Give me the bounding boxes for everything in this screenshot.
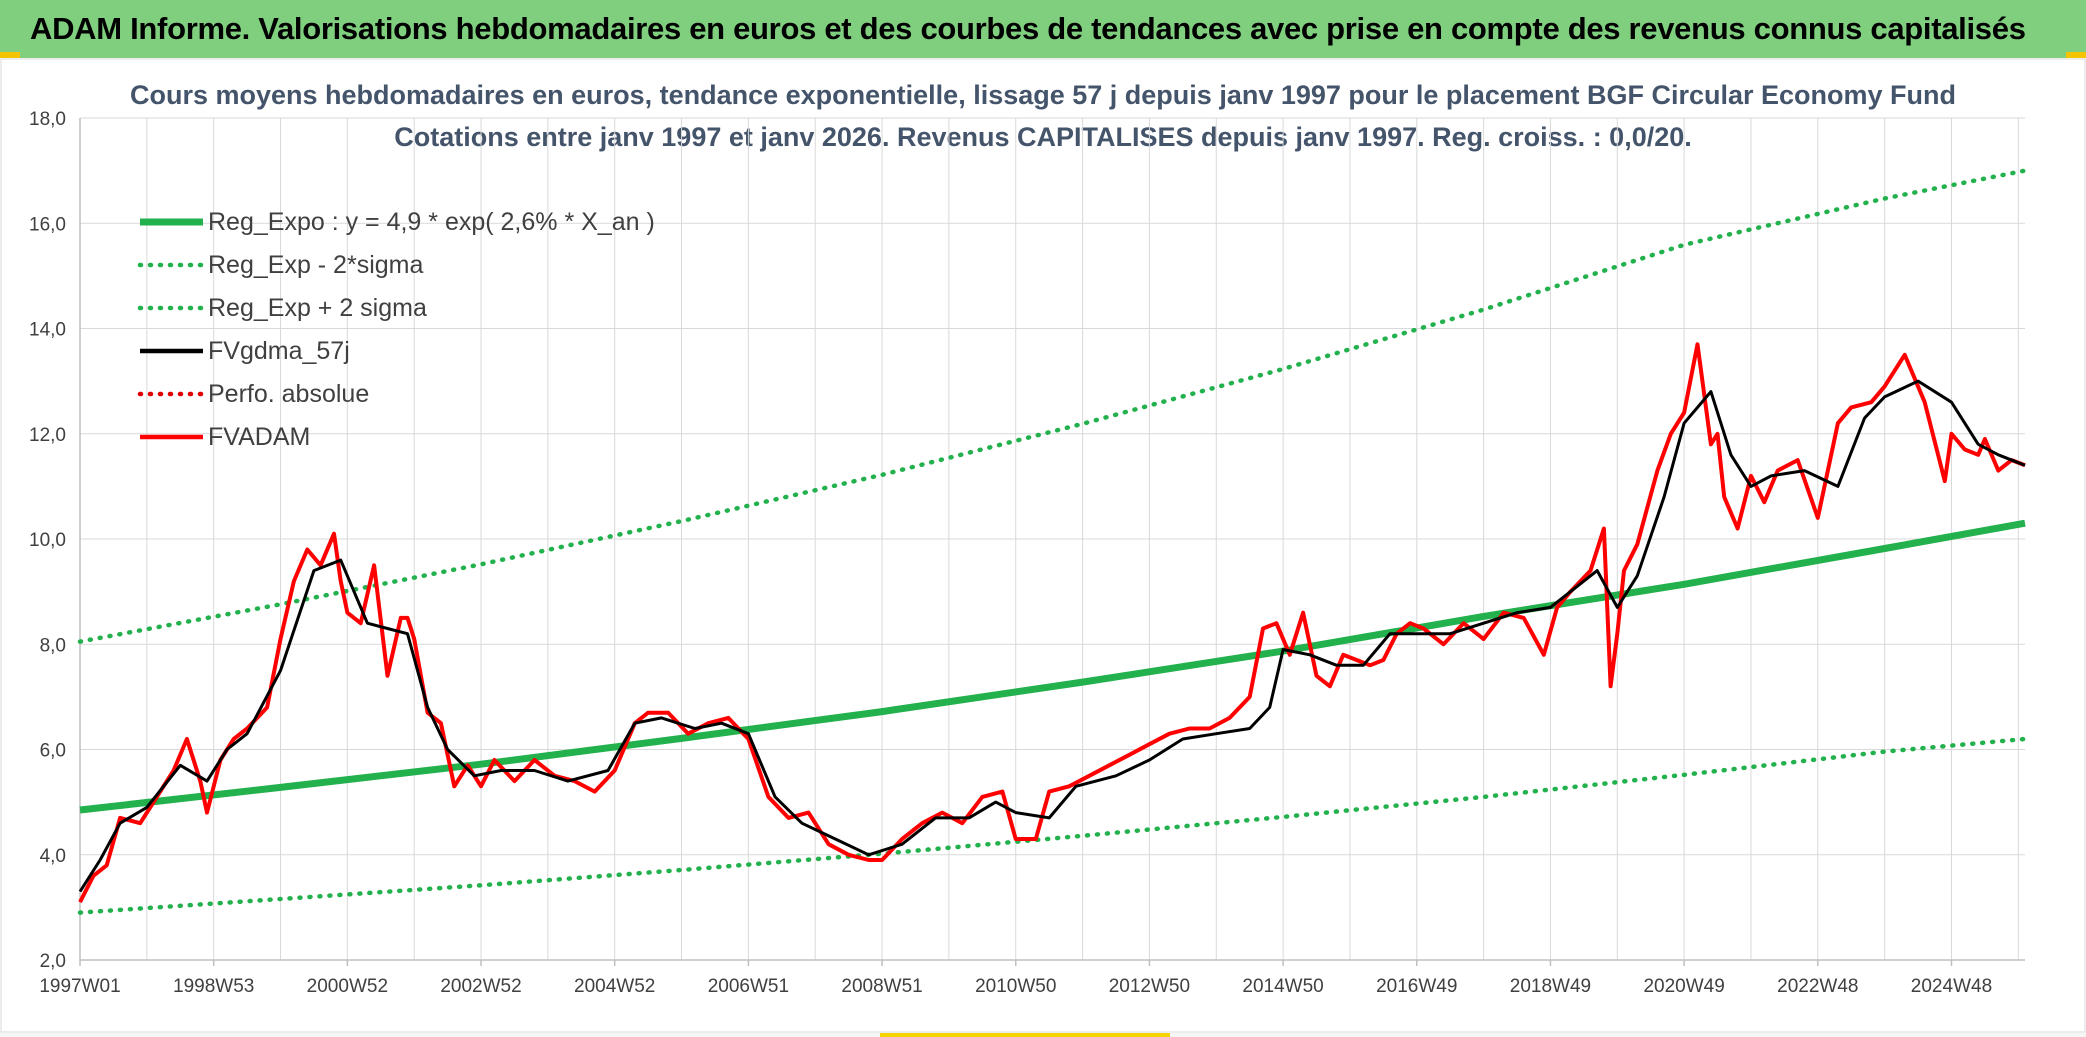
y-tick-label: 6,0 xyxy=(40,741,66,762)
x-tick-label: 2020W49 xyxy=(1643,976,1724,997)
chart-frame xyxy=(0,58,2086,1033)
x-tick-label: 2016W49 xyxy=(1376,976,1457,997)
legend-label: Reg_Exp + 2 sigma xyxy=(208,294,427,322)
chart-title: Cours moyens hebdomadaires en euros, ten… xyxy=(130,80,1956,110)
x-tick-label: 2012W50 xyxy=(1109,976,1190,997)
x-tick-label: 2014W50 xyxy=(1242,976,1323,997)
series-line-3 xyxy=(78,379,2026,893)
y-tick-label: 18,0 xyxy=(29,109,66,130)
y-tick-label: 4,0 xyxy=(40,846,66,867)
chart-axes: 2,0 4,0 6,0 8,0 10,0 12,0 14,0 16,0 18,0 1997W01 1… xyxy=(29,109,2025,997)
x-tick-label: 2002W52 xyxy=(440,976,521,997)
chart-grid xyxy=(79,117,2025,961)
report-title: ADAM Informe. Valorisations hebdomadaire… xyxy=(30,11,2026,46)
chart-area: Cours moyens hebdomadaires en euros, ten… xyxy=(0,58,2086,1033)
x-tick-label: 2024W48 xyxy=(1911,976,1992,997)
y-tick-label: 14,0 xyxy=(29,320,66,341)
report-banner: ADAM Informe. Valorisations hebdomadaire… xyxy=(0,0,2086,58)
x-tick-label: 2004W52 xyxy=(574,976,655,997)
series-line-0 xyxy=(79,519,2026,814)
banner-accent-right xyxy=(2066,52,2086,58)
x-tick-label: 2022W48 xyxy=(1777,976,1858,997)
x-tick-label: 1998W53 xyxy=(173,976,254,997)
x-tick-label: 2006W51 xyxy=(708,976,789,997)
x-tick-label: 2018W49 xyxy=(1510,976,1591,997)
chart-subtitle: Cotations entre janv 1997 et janv 2026. … xyxy=(394,122,1692,152)
legend-label: Reg_Expo : y = 4,9 * exp( 2,6% * X_an ) xyxy=(208,208,655,236)
legend-label: FVgdma_57j xyxy=(208,337,350,365)
chart-series xyxy=(77,168,2028,915)
bottom-accent xyxy=(880,1033,1170,1037)
series-line-2 xyxy=(77,168,2028,644)
banner-accent-left xyxy=(0,52,20,58)
x-tick-label: 2000W52 xyxy=(307,976,388,997)
x-tick-label: 2008W51 xyxy=(841,976,922,997)
y-tick-label: 16,0 xyxy=(29,214,66,235)
legend-label: Reg_Exp - 2*sigma xyxy=(208,251,423,279)
x-tick-label: 1997W01 xyxy=(39,976,120,997)
chart-legend: Reg_Expo : y = 4,9 * exp( 2,6% * X_an ) R… xyxy=(137,208,655,451)
y-tick-label: 2,0 xyxy=(40,951,66,972)
y-tick-label: 12,0 xyxy=(29,425,66,446)
x-tick-label: 2010W50 xyxy=(975,976,1056,997)
legend-label: Perfo. absolue xyxy=(208,380,369,408)
legend-label: FVADAM xyxy=(208,423,310,451)
y-tick-label: 10,0 xyxy=(29,530,66,551)
series-line-5 xyxy=(78,342,2026,904)
y-tick-label: 8,0 xyxy=(40,635,66,656)
